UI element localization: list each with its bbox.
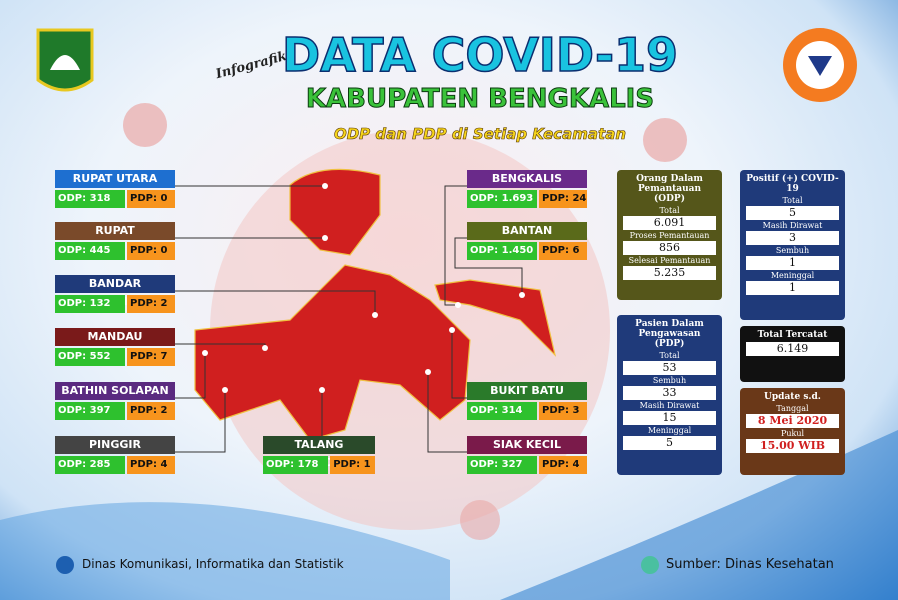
- district-name: BATHIN SOLAPAN: [55, 382, 175, 400]
- stat-value: 1: [746, 256, 839, 270]
- stat-value: 1: [746, 281, 839, 295]
- odp-count: ODP: 314: [467, 402, 537, 420]
- pdp-count: PDP: 1: [330, 456, 375, 474]
- district-name: BENGKALIS: [467, 170, 587, 188]
- district-name: RUPAT: [55, 222, 175, 240]
- stat-value: 8 Mei 2020: [746, 414, 839, 428]
- pdp-count: PDP: 7: [127, 348, 175, 366]
- stat-value: 6.149: [746, 342, 839, 356]
- stat-value: 6.091: [623, 216, 716, 230]
- stat-panel: Update s.d. Tanggal 8 Mei 2020 Pukul 15.00 W…: [740, 388, 845, 475]
- pdp-count: PDP: 2: [127, 295, 175, 313]
- stat-label: Selesai Pemantauan: [628, 256, 711, 265]
- stat-panel: Orang Dalam Pemantauan (ODP) Total 6.091 Pr…: [617, 170, 722, 300]
- pdp-count: PDP: 24: [539, 190, 587, 208]
- title: DATA COVID-19: [281, 27, 679, 83]
- panel-title: Pasien Dalam Pengawasan (PDP): [635, 319, 704, 349]
- district-name: PINGGIR: [55, 436, 175, 454]
- odp-count: ODP: 397: [55, 402, 125, 420]
- odp-count: ODP: 327: [467, 456, 537, 474]
- stat-label: Meninggal: [770, 271, 815, 280]
- stat-value: 5: [623, 436, 716, 450]
- pdp-count: PDP: 0: [127, 242, 175, 260]
- stat-label: Sembuh: [652, 376, 687, 385]
- pdp-count: PDP: 4: [127, 456, 175, 474]
- footer-right: Sumber: Dinas Kesehatan: [666, 557, 834, 572]
- pdp-count: PDP: 0: [127, 190, 175, 208]
- stat-value: 3: [746, 231, 839, 245]
- odp-count: ODP: 132: [55, 295, 125, 313]
- subtitle: KABUPATEN BENGKALIS: [305, 84, 655, 115]
- panel-title: Total Tercatat: [757, 330, 828, 340]
- stat-label: Masih Dirawat: [639, 401, 700, 410]
- panel-title: Update s.d.: [764, 392, 821, 402]
- stat-panel: Positif (+) COVID-19 Total 5 Masih Dirawat 3…: [740, 170, 845, 320]
- stat-label: Proses Pemantauan: [629, 231, 710, 240]
- stat-label: Total: [659, 351, 680, 360]
- odp-count: ODP: 318: [55, 190, 125, 208]
- stat-panel: Total Tercatat 6.149: [740, 326, 845, 382]
- pdp-count: PDP: 4: [539, 456, 587, 474]
- odp-count: ODP: 285: [55, 456, 125, 474]
- district-name: BUKIT BATU: [467, 382, 587, 400]
- odp-count: ODP: 1.693: [467, 190, 537, 208]
- stat-label: Sembuh: [775, 246, 810, 255]
- district-name: BANDAR LAKSAMANA: [55, 275, 175, 308]
- stat-value: 33: [623, 386, 716, 400]
- stat-label: Total: [659, 206, 680, 215]
- district-name: TALANG MUANDAU: [263, 436, 375, 469]
- stat-value: 15: [623, 411, 716, 425]
- caption: ODP dan PDP di Setiap Kecamatan: [333, 125, 627, 144]
- stat-label: Tanggal: [776, 404, 809, 413]
- district-name: SIAK KECIL: [467, 436, 587, 454]
- district-name: BANTAN: [467, 222, 587, 240]
- district-name: MANDAU: [55, 328, 175, 346]
- stat-label: Total: [782, 196, 803, 205]
- stat-panel: Pasien Dalam Pengawasan (PDP) Total 53 Semb…: [617, 315, 722, 475]
- panel-title: Positif (+) COVID-19: [746, 174, 839, 194]
- stat-value: 5.235: [623, 266, 716, 280]
- footer-left: Dinas Komunikasi, Informatika dan Statis…: [82, 557, 344, 571]
- odp-count: ODP: 1.450: [467, 242, 537, 260]
- stat-value: 15.00 WIB: [746, 439, 839, 453]
- pdp-count: PDP: 2: [127, 402, 175, 420]
- pdp-count: PDP: 6: [539, 242, 587, 260]
- stat-label: Meninggal: [647, 426, 692, 435]
- stat-value: 53: [623, 361, 716, 375]
- stat-label: Pukul: [780, 429, 805, 438]
- stat-value: 5: [746, 206, 839, 220]
- pdp-count: PDP: 3: [539, 402, 587, 420]
- panel-title: Orang Dalam Pemantauan (ODP): [636, 174, 703, 204]
- stat-value: 856: [623, 241, 716, 255]
- stat-label: Masih Dirawat: [762, 221, 823, 230]
- odp-count: ODP: 178: [263, 456, 329, 474]
- odp-count: ODP: 552: [55, 348, 125, 366]
- district-name: RUPAT UTARA: [55, 170, 175, 188]
- odp-count: ODP: 445: [55, 242, 125, 260]
